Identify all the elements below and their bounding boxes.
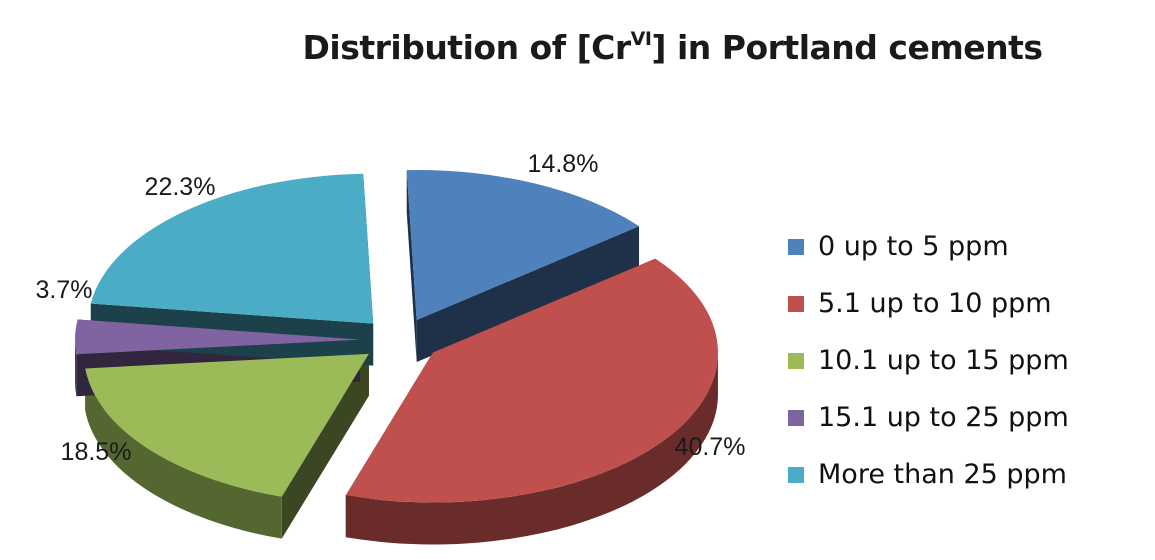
- legend-swatch: [788, 409, 804, 426]
- legend-label: More than 25 ppm: [818, 459, 1067, 490]
- pie-slice-side: [85, 368, 282, 539]
- slice-value-label: 3.7%: [36, 276, 93, 304]
- legend-swatch: [788, 352, 804, 369]
- chart-title-superscript: VI: [630, 28, 652, 50]
- legend-swatch: [788, 466, 804, 483]
- legend-item: More than 25 ppm: [788, 446, 1069, 503]
- chart-title: Distribution of [CrVI] in Portland cemen…: [0, 28, 1155, 67]
- legend-label: 10.1 up to 15 ppm: [818, 345, 1069, 376]
- legend-swatch: [788, 238, 804, 255]
- legend-item: 10.1 up to 15 ppm: [788, 332, 1069, 389]
- pie-slice-wall: [416, 226, 640, 363]
- pie-slice-wall: [281, 353, 369, 539]
- slice-value-label: 18.5%: [61, 438, 132, 466]
- pie-slice: [406, 170, 640, 321]
- pie-labels: 14.8% 40.7% 18.5% 3.7% 22.3%: [36, 150, 746, 466]
- legend-item: 15.1 up to 25 ppm: [788, 389, 1069, 446]
- legend-label: 15.1 up to 25 ppm: [818, 402, 1069, 433]
- legend-item: 0 up to 5 ppm: [788, 218, 1069, 275]
- pie-slice: [90, 173, 374, 324]
- pie-slice-side: [75, 339, 77, 397]
- pie-slice-side: [345, 352, 718, 545]
- slice-value-label: 22.3%: [145, 173, 216, 201]
- pie-tops: [75, 170, 718, 503]
- pie-slice: [75, 319, 361, 355]
- pie-slice: [85, 353, 369, 497]
- legend-label: 0 up to 5 ppm: [818, 231, 1009, 262]
- legend-item: 5.1 up to 10 ppm: [788, 275, 1069, 332]
- legend-label: 5.1 up to 10 ppm: [818, 288, 1052, 319]
- chart-title-text-end: ] in Portland cements: [651, 28, 1043, 67]
- pie-slice: [345, 258, 718, 503]
- legend: 0 up to 5 ppm 5.1 up to 10 ppm 10.1 up t…: [788, 218, 1069, 503]
- legend-swatch: [788, 295, 804, 312]
- chart-title-text: Distribution of [Cr: [302, 28, 631, 67]
- slice-value-label: 14.8%: [528, 150, 599, 178]
- pie-slice-wall: [406, 170, 417, 363]
- slice-value-label: 40.7%: [675, 433, 746, 461]
